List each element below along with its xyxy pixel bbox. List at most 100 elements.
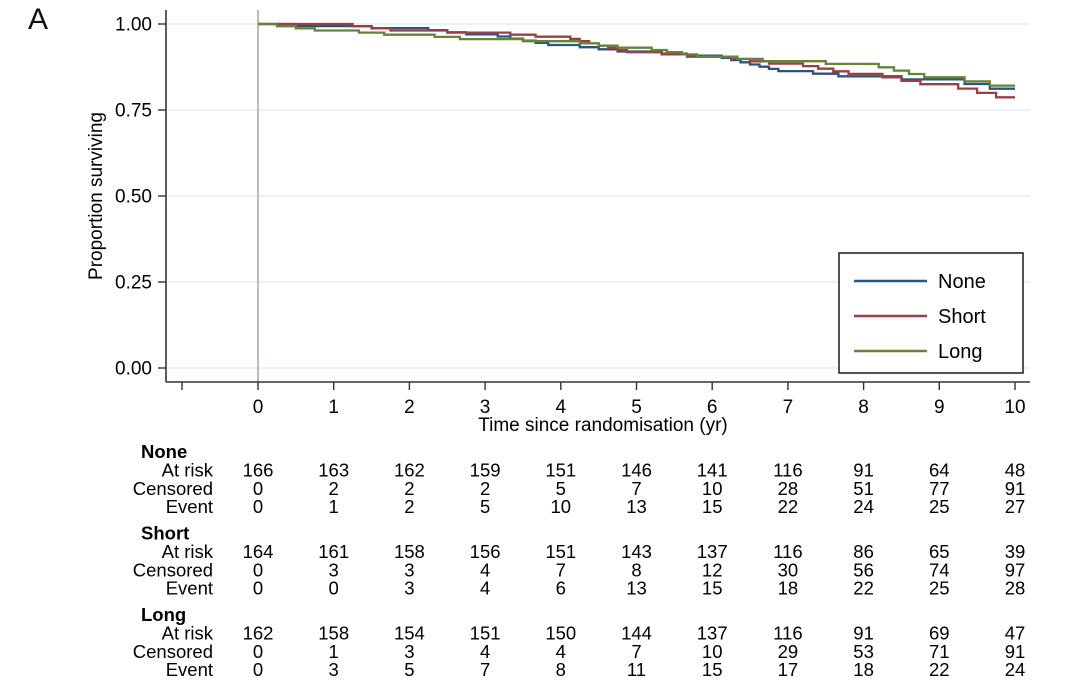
risk-cell: 141	[697, 459, 728, 480]
curve-short	[258, 22, 1015, 99]
risk-cell: 7	[631, 478, 641, 499]
curve-long	[258, 22, 1015, 87]
risk-cell: 53	[853, 641, 874, 662]
risk-row-label: At risk	[162, 459, 214, 480]
risk-cell: 13	[626, 578, 647, 599]
risk-row-label: Event	[166, 496, 213, 517]
risk-cell: 159	[470, 459, 501, 480]
risk-cell: 116	[773, 541, 803, 562]
risk-cell: 25	[929, 496, 950, 517]
risk-cell: 22	[853, 578, 874, 599]
x-tick-label: 0	[253, 397, 264, 418]
y-tick-label: 0.75	[115, 101, 152, 122]
risk-cell: 15	[702, 659, 723, 680]
risk-cell: 56	[853, 559, 874, 580]
risk-group-label-long: Long	[141, 604, 186, 625]
risk-cell: 143	[621, 541, 652, 562]
risk-cell: 4	[480, 641, 490, 662]
x-tick-label: 8	[858, 397, 869, 418]
risk-row-label: At risk	[162, 622, 214, 643]
risk-cell: 5	[480, 496, 490, 517]
x-tick-label: 1	[328, 397, 339, 418]
risk-cell: 47	[1005, 622, 1026, 643]
risk-cell: 8	[631, 559, 641, 580]
risk-cell: 137	[697, 622, 728, 643]
risk-cell: 18	[778, 578, 799, 599]
risk-cell: 11	[627, 659, 646, 680]
risk-cell: 6	[556, 578, 566, 599]
risk-cell: 86	[853, 541, 874, 562]
risk-cell: 4	[480, 559, 490, 580]
risk-cell: 27	[1005, 496, 1026, 517]
risk-cell: 1	[329, 496, 339, 517]
risk-cell: 91	[853, 622, 874, 643]
risk-cell: 74	[929, 559, 950, 580]
risk-cell: 3	[404, 641, 414, 662]
risk-cell: 24	[853, 496, 874, 517]
risk-cell: 10	[551, 496, 572, 517]
risk-cell: 48	[1005, 459, 1026, 480]
risk-cell: 151	[470, 622, 501, 643]
x-tick-label: 6	[707, 397, 718, 418]
risk-cell: 4	[556, 641, 566, 662]
legend-label-short: Short	[938, 306, 986, 328]
risk-cell: 5	[556, 478, 566, 499]
risk-cell: 91	[1005, 641, 1026, 662]
legend-label-long: Long	[938, 341, 983, 363]
risk-cell: 8	[556, 659, 566, 680]
risk-cell: 65	[929, 541, 950, 562]
risk-cell: 137	[697, 541, 728, 562]
risk-cell: 15	[702, 496, 723, 517]
risk-cell: 156	[470, 541, 501, 562]
risk-cell: 13	[626, 496, 647, 517]
y-tick-label: 1.00	[115, 15, 152, 36]
risk-cell: 163	[318, 459, 349, 480]
risk-cell: 0	[329, 578, 339, 599]
risk-cell: 1	[329, 641, 339, 662]
risk-cell: 0	[253, 578, 263, 599]
risk-cell: 0	[253, 496, 263, 517]
risk-cell: 158	[394, 541, 425, 562]
risk-cell: 71	[929, 641, 950, 662]
risk-cell: 22	[778, 496, 799, 517]
risk-cell: 116	[773, 622, 803, 643]
risk-group-label-none: None	[141, 441, 187, 462]
risk-cell: 22	[929, 659, 950, 680]
risk-cell: 29	[778, 641, 799, 662]
risk-cell: 97	[1005, 559, 1026, 580]
risk-cell: 2	[329, 478, 339, 499]
risk-cell: 15	[702, 578, 723, 599]
risk-cell: 7	[480, 659, 490, 680]
risk-cell: 91	[853, 459, 874, 480]
y-tick-label: 0.00	[115, 359, 152, 380]
risk-cell: 3	[329, 659, 339, 680]
risk-cell: 158	[318, 622, 349, 643]
risk-cell: 18	[853, 659, 874, 680]
risk-cell: 151	[545, 459, 576, 480]
x-tick-label: 4	[556, 397, 567, 418]
risk-cell: 12	[702, 559, 723, 580]
risk-cell: 28	[1005, 578, 1026, 599]
risk-cell: 4	[480, 578, 490, 599]
risk-cell: 164	[243, 541, 274, 562]
risk-cell: 146	[621, 459, 652, 480]
risk-cell: 64	[929, 459, 950, 480]
risk-cell: 5	[404, 659, 414, 680]
risk-cell: 7	[631, 641, 641, 662]
x-axis-title: Time since randomisation (yr)	[478, 415, 728, 436]
risk-cell: 2	[480, 478, 490, 499]
risk-cell: 3	[329, 559, 339, 580]
risk-cell: 3	[404, 559, 414, 580]
risk-row-label: At risk	[162, 541, 214, 562]
risk-row-label: Censored	[133, 641, 213, 662]
risk-cell: 77	[929, 478, 950, 499]
risk-group-label-short: Short	[141, 523, 189, 544]
risk-row-label: Event	[166, 578, 213, 599]
risk-cell: 10	[702, 478, 723, 499]
risk-cell: 2	[404, 478, 414, 499]
risk-cell: 7	[556, 559, 566, 580]
risk-cell: 162	[243, 622, 274, 643]
x-tick-label: 5	[631, 397, 642, 418]
